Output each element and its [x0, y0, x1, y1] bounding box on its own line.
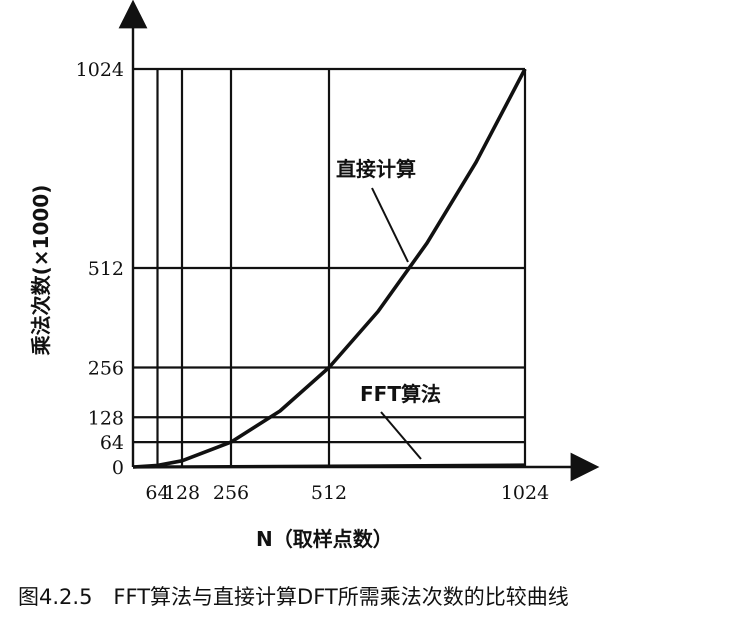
x-axis-label: N（取样点数） [256, 527, 393, 551]
series-direct-curve [132, 68, 527, 469]
x-tick-1024: 1024 [501, 482, 549, 504]
series-label-direct: 直接计算 [336, 157, 416, 181]
y-tick-128: 128 [88, 407, 124, 429]
y-axis-label: 乘法次数(×1000) [29, 185, 53, 357]
y-tick-512: 512 [88, 258, 124, 280]
x-tick-64: 64 [145, 482, 169, 504]
leader-line-fft [380, 411, 422, 460]
y-tick-0: 0 [112, 457, 124, 479]
y-tick-256: 256 [88, 358, 124, 380]
series-lines [132, 68, 527, 469]
series-label-fft: FFT算法 [360, 382, 441, 406]
x-tick-512: 512 [311, 482, 347, 504]
y-tick-1024: 1024 [76, 59, 124, 81]
y-tick-64: 64 [100, 432, 124, 454]
figure-caption: 图4.2.5 FFT算法与直接计算DFT所需乘法次数的比较曲线 [18, 585, 569, 609]
series-fft-curve [132, 463, 526, 469]
grid-lines [133, 67, 527, 467]
leader-line-direct [371, 187, 409, 263]
x-tick-256: 256 [213, 482, 249, 504]
x-tick-128: 128 [164, 482, 200, 504]
